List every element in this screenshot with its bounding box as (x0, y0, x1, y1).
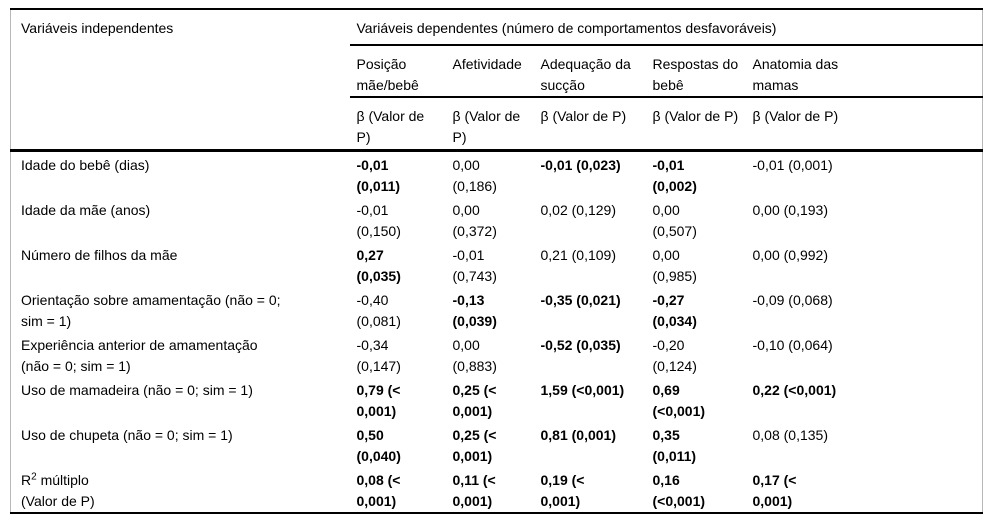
value-cell: -0,01 (0,011) (349, 148, 446, 197)
value-cell: 0,02 (0,129) (540, 201, 617, 218)
table-row: Número de filhos da mãe 0,27 (0,035) -0,… (11, 242, 983, 287)
value-cell: -0,35 (0,021) (540, 291, 621, 308)
beta-pvalue-header: β (Valor de P) (356, 108, 425, 145)
row-label: Uso de mamadeira (não = 0; sim = 1) (21, 381, 253, 398)
value-cell: 0,17 (< 0,001) (752, 471, 797, 509)
r2-label-prefix: R (21, 471, 32, 488)
table-row: R2 múltiplo (Valor de P) 0,08 (< 0,001) … (11, 467, 983, 513)
value-cell: 0,27 (0,035) (356, 246, 401, 284)
value-cell: -0,40 (0,081) (356, 291, 401, 329)
value-cell: 0,50 (0,040) (356, 426, 401, 464)
table-row: Idade do bebê (dias) -0,01 (0,011) 0,00 … (10, 148, 983, 197)
value-cell: 0,00 (0,507) (652, 201, 697, 239)
table-row: Uso de chupeta (não = 0; sim = 1) 0,50 (… (11, 422, 983, 467)
value-cell: 0,00 (0,193) (752, 201, 829, 218)
row-label: Número de filhos da mãe (21, 246, 178, 263)
column-header-anatomia-das-mamas: Anatomia das mamas (745, 45, 983, 98)
value-cell: 0,00 (0,186) (445, 148, 534, 197)
beta-pvalue-header: β (Valor de P) (752, 108, 839, 124)
beta-pvalue-header: β (Valor de P) (652, 108, 739, 124)
value-cell: 0,79 (< 0,001) (356, 381, 401, 419)
column-header-afetividade: Afetividade (445, 45, 534, 98)
column-header-respostas-do-bebe: Respostas do bebê (645, 45, 746, 98)
r2-label-rest: múltiplo (Valor de P) (21, 471, 95, 509)
row-label: Experiência anterior de amamentação (não… (21, 336, 258, 374)
column-header-posicao-mae-bebe: Posição mãe/bebê (349, 45, 446, 98)
value-cell: -0,52 (0,035) (540, 336, 621, 353)
value-cell: -0,10 (0,064) (752, 336, 833, 353)
column-header-adequacao-da-succao: Adequação da sucção (533, 45, 646, 98)
value-cell: 0,69 (<0,001) (652, 381, 706, 419)
value-cell: -0,20 (0,124) (652, 336, 697, 374)
value-cell: -0,13 (0,039) (452, 291, 497, 329)
row-label: Orientação sobre amamentação (não = 0; s… (21, 291, 281, 329)
beta-pvalue-header: β (Valor de P) (540, 108, 627, 124)
value-cell: -0,01 (0,150) (356, 201, 401, 239)
regression-table: Variáveis independentes Variáveis depend… (10, 8, 984, 514)
value-cell: 0,19 (< 0,001) (540, 471, 585, 509)
independent-variables-header: Variáveis independentes (21, 20, 174, 36)
value-cell: 0,11 (< 0,001) (452, 471, 496, 509)
value-cell: 0,08 (0,135) (752, 426, 829, 443)
value-cell: -0,34 (0,147) (356, 336, 401, 374)
value-cell: 1,59 (<0,001) (540, 381, 625, 398)
row-label: Uso de chupeta (não = 0; sim = 1) (21, 426, 233, 443)
value-cell: -0,09 (0,068) (752, 291, 833, 308)
value-cell: 0,25 (< 0,001) (452, 426, 497, 464)
row-label: Idade do bebê (dias) (10, 148, 350, 197)
value-cell: 0,00 (0,372) (452, 201, 497, 239)
beta-pvalue-header: β (Valor de P) (452, 108, 521, 145)
value-cell: 0,81 (0,001) (540, 426, 617, 443)
value-cell: 0,00 (0,985) (652, 246, 697, 284)
value-cell: -0,01 (0,001) (745, 148, 983, 197)
value-cell: 0,25 (< 0,001) (452, 381, 497, 419)
value-cell: -0,27 (0,034) (652, 291, 697, 329)
value-cell: 0,16 (<0,001) (652, 471, 706, 509)
value-cell: 0,21 (0,109) (540, 246, 617, 263)
row-label: Idade da mãe (anos) (21, 201, 151, 218)
table-row: Uso de mamadeira (não = 0; sim = 1) 0,79… (11, 377, 983, 422)
dependent-variables-group-header: Variáveis dependentes (número de comport… (349, 9, 983, 46)
table-row: Orientação sobre amamentação (não = 0; s… (11, 287, 983, 332)
table-row: Experiência anterior de amamentação (não… (11, 332, 983, 377)
value-cell: 0,00 (0,992) (752, 246, 829, 263)
value-cell: -0,01 (0,023) (533, 148, 646, 197)
value-cell: 0,35 (0,011) (652, 426, 697, 464)
value-cell: 0,08 (< 0,001) (356, 471, 401, 509)
row-label: R2 múltiplo (Valor de P) (11, 467, 350, 513)
value-cell: 0,22 (<0,001) (752, 381, 837, 398)
table-row: Idade da mãe (anos) -0,01 (0,150) 0,00 (… (11, 197, 983, 242)
value-cell: 0,00 (0,883) (452, 336, 497, 374)
value-cell: -0,01 (0,002) (645, 148, 746, 197)
superscript-2: 2 (31, 470, 37, 482)
value-cell: -0,01 (0,743) (452, 246, 497, 284)
